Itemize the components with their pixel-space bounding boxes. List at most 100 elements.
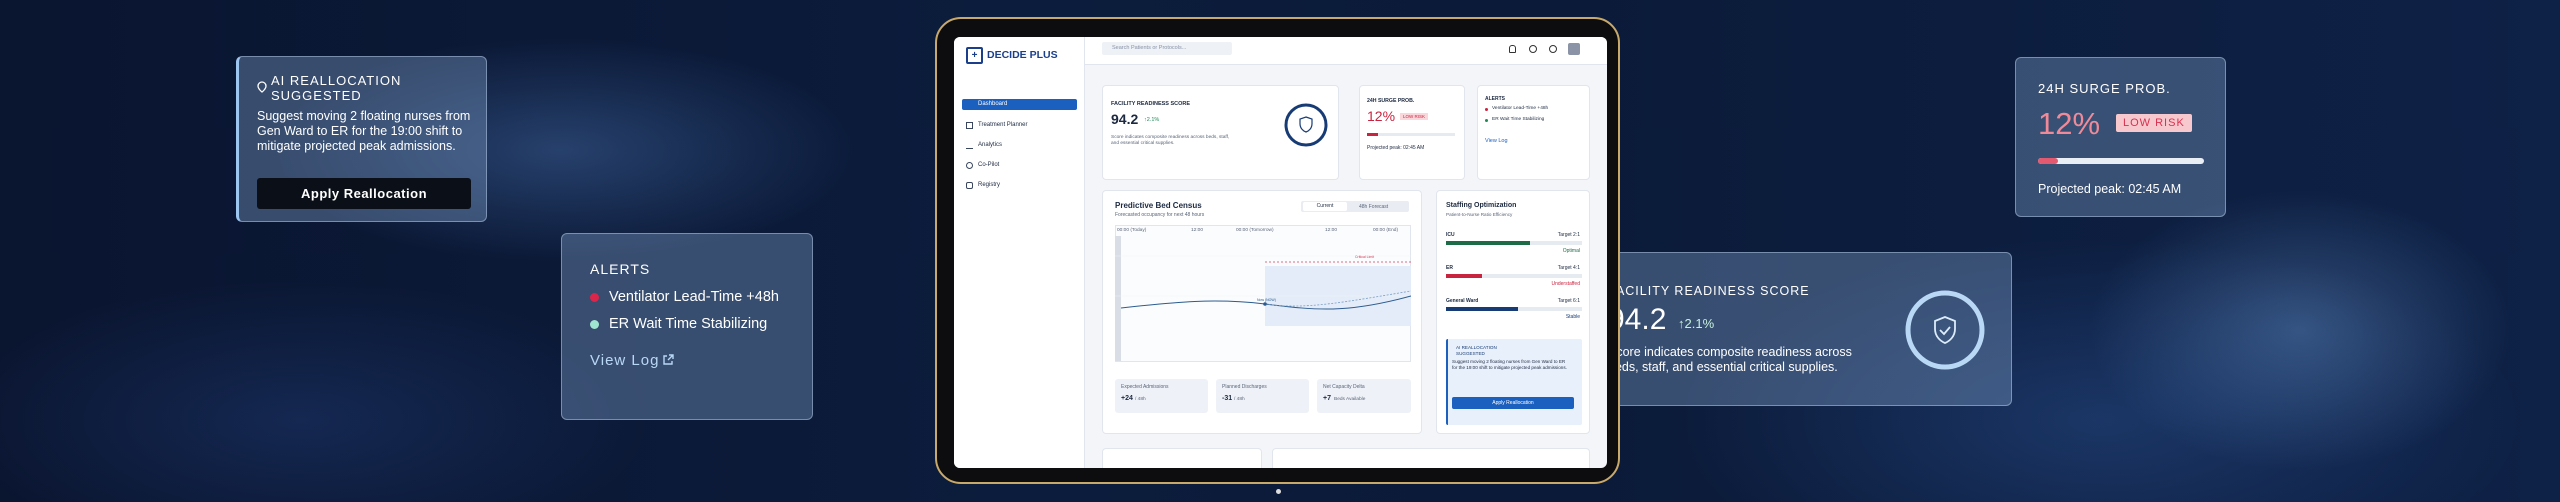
staffing-subtitle: Patient-to-Nurse Ratio Efficiency bbox=[1446, 212, 1513, 217]
ai-card: AI REALLOCATION SUGGESTED Suggest moving… bbox=[236, 56, 487, 222]
alerts-title: ALERTS bbox=[590, 261, 651, 277]
icon-path bbox=[257, 81, 267, 93]
risk-badge: LOW RISK bbox=[2116, 114, 2192, 132]
surge-track bbox=[1367, 133, 1455, 136]
alert-item: ER Wait Time Stabilizing bbox=[609, 316, 768, 332]
ratio-track bbox=[1446, 274, 1582, 278]
nav-icon bbox=[966, 182, 973, 189]
stat-label: Net Capacity Delta bbox=[1323, 384, 1365, 390]
status-label: Optimal bbox=[1562, 248, 1580, 254]
nav-item[interactable]: Dashboard bbox=[978, 101, 1008, 107]
tab[interactable]: Current bbox=[1303, 202, 1347, 211]
tablet-camera bbox=[1276, 489, 1281, 494]
panel-title: ALERTS bbox=[1485, 96, 1505, 102]
surge-panel: 24H SURGE PROB. 12% LOW RISK Projected p… bbox=[1359, 85, 1465, 180]
panel-value: 94.2 bbox=[1111, 111, 1139, 127]
view-log-link[interactable]: View Log bbox=[1485, 138, 1508, 144]
surge-fill bbox=[2038, 158, 2058, 164]
stat-value: -31 bbox=[1222, 395, 1233, 402]
shape bbox=[1263, 302, 1267, 306]
avatar[interactable] bbox=[1568, 43, 1580, 55]
target-label: Target 2:1 bbox=[1557, 232, 1580, 238]
unit-label: ICU bbox=[1446, 232, 1455, 238]
view-log-link[interactable]: View Log bbox=[590, 352, 660, 369]
stat-label: Planned Discharges bbox=[1222, 384, 1267, 390]
shape bbox=[1284, 103, 1328, 147]
now-label: Now (NOW) bbox=[1257, 298, 1276, 302]
nav-item[interactable]: Analytics bbox=[978, 142, 1003, 148]
help-icon[interactable] bbox=[1549, 45, 1557, 53]
surge-title: 24H SURGE PROB. bbox=[2038, 81, 2171, 96]
external-icon bbox=[663, 354, 674, 365]
stat-box bbox=[1317, 379, 1411, 413]
icon-path bbox=[1939, 326, 1951, 336]
logo: DECIDE PLUS bbox=[987, 49, 1058, 61]
nav-active bbox=[962, 99, 1077, 110]
surge-note: Projected peak: 02:45 AM bbox=[2038, 182, 2182, 196]
surge-fill bbox=[1367, 133, 1378, 136]
stat-box bbox=[1216, 379, 1309, 413]
surge-value: 12% bbox=[2038, 106, 2101, 141]
logo-mark: + bbox=[966, 47, 983, 64]
panel-value: 12% bbox=[1367, 108, 1396, 124]
status-label: Stable bbox=[1565, 314, 1580, 320]
alert-item: ER Wait Time Stabilizing bbox=[1492, 117, 1545, 122]
shape bbox=[1115, 236, 1121, 361]
surge-card: 24H SURGE PROB. 12% LOW RISK Projected p… bbox=[2015, 57, 2226, 217]
status-label: Understaffed bbox=[1551, 281, 1580, 287]
panel-change: ↑2.1% bbox=[1144, 117, 1160, 123]
readiness-panel: FACILITY READINESS SCORE 94.2 ↑2.1% Scor… bbox=[1102, 85, 1339, 180]
time-label: 12:00 bbox=[1191, 228, 1204, 233]
time-label: 12:00 bbox=[1325, 228, 1338, 233]
apply-button[interactable]: Apply Reallocation bbox=[257, 178, 471, 209]
tablet: + DECIDE PLUS Dashboard Treatment Planne… bbox=[935, 17, 1620, 494]
settings-icon[interactable] bbox=[1529, 45, 1537, 53]
alerts-card: ALERTS Ventilator Lead-Time +48h ER Wait… bbox=[561, 233, 813, 420]
time-label: 00:00 (Today) bbox=[1117, 228, 1147, 233]
ai-text: Suggest moving 2 floating nurses from Ge… bbox=[1452, 359, 1567, 370]
census-subtitle: Forecasted occupancy for next 48 hours bbox=[1115, 212, 1205, 218]
ratio-fill bbox=[1446, 241, 1530, 245]
stat-box bbox=[1115, 379, 1208, 413]
stat-unit: Beds Available bbox=[1334, 397, 1366, 402]
surge-track bbox=[2038, 158, 2204, 164]
app-screen: + DECIDE PLUS Dashboard Treatment Planne… bbox=[954, 37, 1607, 468]
census-lines bbox=[1115, 236, 1411, 361]
census-title: Predictive Bed Census bbox=[1115, 201, 1202, 210]
bell-icon[interactable] bbox=[1509, 45, 1516, 53]
apply-button[interactable]: Apply Reallocation bbox=[1452, 397, 1574, 409]
nav-item[interactable]: Co-Pilot bbox=[978, 162, 1000, 168]
ratio-fill bbox=[1446, 274, 1482, 278]
panel-title: FACILITY READINESS SCORE bbox=[1111, 101, 1191, 107]
panel-text: Score indicates composite readiness acro… bbox=[1111, 135, 1230, 146]
unit-label: General Ward bbox=[1446, 298, 1479, 304]
time-label: 00:00 (Tomorrow) bbox=[1236, 228, 1274, 233]
search-box[interactable] bbox=[1102, 42, 1232, 55]
stat-label: Expected Admissions bbox=[1121, 384, 1169, 390]
alert-item: Ventilator Lead-Time +48h bbox=[1492, 106, 1549, 111]
target-label: Target 4:1 bbox=[1557, 265, 1580, 271]
tab[interactable]: 48h Forecast bbox=[1359, 204, 1389, 210]
ai-title: AI REALLOCATION SUGGESTED bbox=[1456, 345, 1497, 356]
census-panel: Predictive Bed Census Forecasted occupan… bbox=[1102, 190, 1422, 434]
surge-note: Projected peak: 02:45 AM bbox=[1367, 145, 1425, 151]
nav-item[interactable]: Treatment Planner bbox=[978, 122, 1028, 128]
lower-panel bbox=[1272, 448, 1590, 468]
alert-dot bbox=[590, 320, 599, 329]
readiness-title: FACILITY READINESS SCORE bbox=[1608, 284, 1810, 298]
stat-unit: / 48h bbox=[1135, 397, 1146, 402]
limit-label: Critical Limit bbox=[1355, 255, 1375, 259]
search-placeholder: Search Patients or Protocols... bbox=[1112, 45, 1187, 51]
shape bbox=[1905, 290, 1985, 370]
tab-group bbox=[1301, 201, 1409, 212]
target-label: Target 6:1 bbox=[1557, 298, 1580, 304]
ratio-fill bbox=[1446, 307, 1518, 311]
shield-ring bbox=[1905, 290, 1985, 370]
readiness-card: FACILITY READINESS SCORE 94.2 ↑2.1% Scor… bbox=[1585, 252, 2012, 406]
pin-icon bbox=[257, 81, 267, 93]
nav-item[interactable]: Registry bbox=[978, 182, 1001, 188]
stat-value: +24 bbox=[1121, 395, 1133, 402]
icon-path bbox=[1299, 116, 1313, 133]
staffing-panel: Staffing Optimization Patient-to-Nurse R… bbox=[1436, 190, 1590, 434]
